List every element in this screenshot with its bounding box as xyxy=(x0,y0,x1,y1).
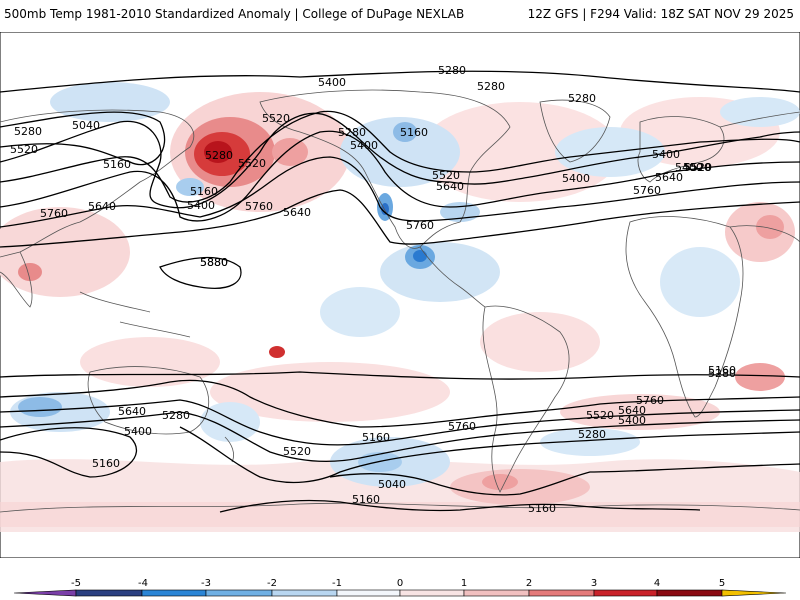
contour-label: 5880 xyxy=(200,256,228,269)
contour-label: 5880 xyxy=(200,256,228,269)
colorbar-swatch xyxy=(463,589,530,597)
header-bar: 500mb Temp 1981-2010 Standardized Anomal… xyxy=(0,0,800,32)
contour-label: 5160 xyxy=(103,158,131,171)
contour-label: 5400 xyxy=(350,139,378,152)
contour-label: 5760 xyxy=(633,184,661,197)
colorbar-swatch xyxy=(656,589,723,597)
colorbar-tick-label: 2 xyxy=(526,578,532,589)
anomaly-map: 5280 5400 5280 5280 5040 5520 5280 5520 … xyxy=(0,32,800,558)
contour-label: 5640 xyxy=(436,180,464,193)
colorbar-swatch xyxy=(271,589,338,597)
contour-label: 5160 xyxy=(352,493,380,506)
contour-label: 5520 xyxy=(283,445,311,458)
contour-label: 5640 xyxy=(118,405,146,418)
colorbar-swatch xyxy=(593,589,658,597)
contour-label: 5520 xyxy=(684,161,712,174)
contour-label: 5400 xyxy=(318,76,346,89)
anomaly-shading xyxy=(0,82,800,532)
contour-label: 5640 xyxy=(88,200,116,213)
height-contours xyxy=(0,70,800,513)
colorbar: -5 -4 -3 -2 -1 0 1 2 3 4 5 xyxy=(13,578,787,597)
colorbar-tick-label: -2 xyxy=(267,578,277,589)
contour-label: 5640 xyxy=(618,404,646,417)
colorbar-min-arrow xyxy=(13,589,77,597)
contour-label: 5280 xyxy=(578,428,606,441)
colorbar-tick-label: -1 xyxy=(332,578,342,589)
contour-label: 5160 xyxy=(362,431,390,444)
colorbar-labels: -5 -4 -3 -2 -1 0 1 2 3 4 5 xyxy=(71,578,725,589)
contour-label: 5400 xyxy=(187,199,215,212)
colorbar-tick-label: 3 xyxy=(591,578,597,589)
contour-label: 5520 xyxy=(262,112,290,125)
contour-label: 5760 xyxy=(406,219,434,232)
contour-label: 5280 xyxy=(568,92,596,105)
contour-label: 5400 xyxy=(652,148,680,161)
colorbar-swatch xyxy=(205,589,273,597)
contour-label: 5160 xyxy=(400,126,428,139)
contour-label: 5160 xyxy=(92,457,120,470)
contour-label: 5280 xyxy=(162,409,190,422)
contour-label: 5040 xyxy=(378,478,406,491)
contour-label: 5040 xyxy=(72,119,100,132)
contour-label: 5760 xyxy=(40,207,68,220)
contour-label: 5280 xyxy=(477,80,505,93)
contour-label: 5640 xyxy=(283,206,311,219)
contour-label: 5400 xyxy=(562,172,590,185)
colorbar-swatch xyxy=(399,589,465,597)
contour-label: 5640 xyxy=(655,171,683,184)
colorbar-tick-label: -5 xyxy=(71,578,81,589)
contour-label: 5760 xyxy=(636,394,664,407)
continent-outlines xyxy=(0,89,800,513)
contour-label: 5160 xyxy=(190,185,218,198)
colorbar-swatch xyxy=(75,589,143,597)
colorbar-tick-label: 0 xyxy=(397,578,403,589)
colorbar-tick-label: 4 xyxy=(654,578,660,589)
colorbar-tick-label: 5 xyxy=(719,578,725,589)
contour-label: 5280 xyxy=(205,149,233,162)
contour-label: 5520 xyxy=(10,143,38,156)
model-run-info: 12Z GFS | F294 Valid: 18Z SAT NOV 29 202… xyxy=(527,7,794,21)
contour-label: 5280 xyxy=(14,125,42,138)
colorbar-swatch xyxy=(528,589,595,597)
contour-label: 5400 xyxy=(618,414,646,427)
contour-label: 5280 xyxy=(708,367,736,380)
contour-label: 5280 xyxy=(438,64,466,77)
colorbar-tick-label: 1 xyxy=(461,578,467,589)
contour-label: 5520 xyxy=(432,169,460,182)
colorbar-tick-label: -3 xyxy=(201,578,211,589)
contour-label: 5400 xyxy=(124,425,152,438)
colorbar-swatches xyxy=(13,589,787,597)
colorbar-tick-label: -4 xyxy=(138,578,148,589)
contour-label: 5400 xyxy=(675,161,703,174)
map-title: 500mb Temp 1981-2010 Standardized Anomal… xyxy=(4,7,465,21)
contour-label: 5760 xyxy=(448,420,476,433)
contour-label: 5520 xyxy=(238,157,266,170)
colorbar-max-arrow xyxy=(721,589,787,597)
contour-labels: 5280 5400 5280 5280 5040 5520 5280 5520 … xyxy=(10,64,736,515)
colorbar-swatch xyxy=(336,589,401,597)
contour-label: 5520 xyxy=(683,161,711,174)
contour-label: 5160 xyxy=(708,364,736,377)
contour-label: 5280 xyxy=(338,126,366,139)
contour-label: 5760 xyxy=(245,200,273,213)
contour-label: 5160 xyxy=(528,502,556,515)
contour-label: 5520 xyxy=(586,409,614,422)
colorbar-swatch xyxy=(141,589,207,597)
